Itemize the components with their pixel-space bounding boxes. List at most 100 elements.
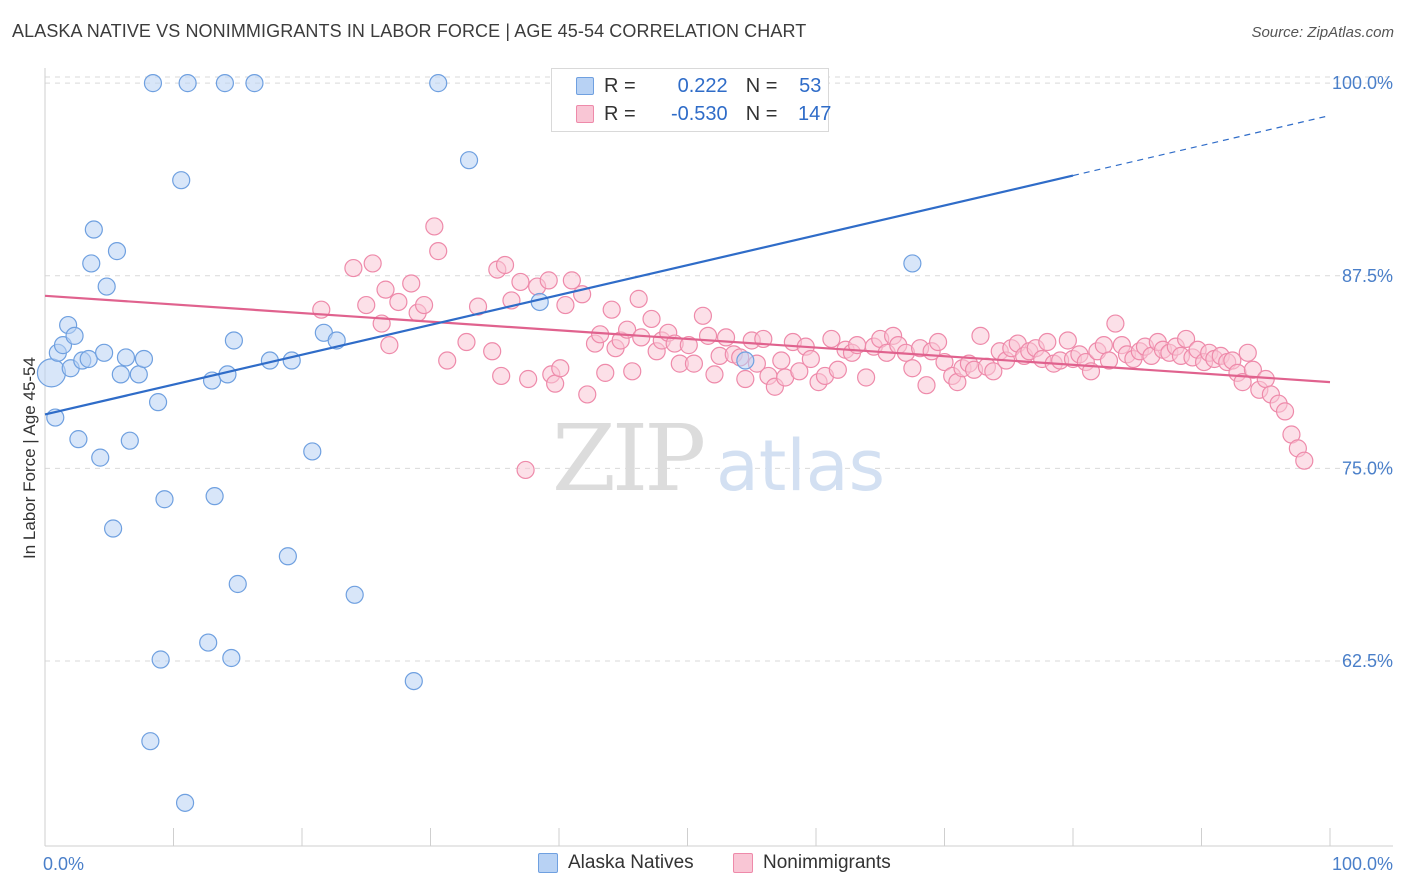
nonimmigrants-point	[632, 328, 651, 347]
nonimmigrants-point	[1099, 351, 1119, 370]
alaska-natives-point	[143, 74, 163, 93]
alaska-natives-point	[141, 732, 160, 751]
alaska-natives-point	[65, 326, 84, 345]
n-value: 147	[798, 102, 832, 125]
alaska-natives-point	[120, 431, 139, 450]
alaska-natives-point	[429, 74, 448, 93]
x-tick-label: 0.0%	[43, 854, 84, 874]
nonimmigrants-point	[380, 336, 399, 355]
nonimmigrants-point	[402, 274, 421, 293]
alaska-natives-point	[903, 254, 922, 273]
nonimmigrants-point	[414, 295, 434, 315]
nonimmigrants-point	[736, 369, 755, 389]
nonimmigrants-point	[772, 351, 791, 370]
n-label: N =	[745, 74, 778, 97]
nonimmigrants-point	[519, 369, 538, 389]
alaska-natives-point	[107, 242, 127, 261]
nonimmigrants-point	[551, 359, 570, 378]
nonimmigrants-point	[363, 254, 382, 273]
y-tick-label: 75.0%	[1342, 458, 1393, 478]
y-tick-label: 62.5%	[1342, 651, 1393, 671]
nonimmigrants-point	[562, 271, 581, 290]
nonimmigrants-point	[578, 385, 597, 404]
blue-swatch-icon	[538, 853, 558, 873]
nonimmigrants-point	[801, 349, 820, 369]
alaska-natives-point	[151, 650, 170, 669]
n-value: 53	[799, 74, 822, 97]
nonimmigrants-point	[828, 360, 847, 379]
nonimmigrants-point	[438, 351, 457, 370]
alaska-natives-point	[282, 351, 301, 370]
nonimmigrants-point	[679, 336, 698, 355]
nonimmigrants-point	[693, 306, 713, 325]
nonimmigrants-point	[376, 280, 395, 299]
alaska-natives-point	[116, 348, 136, 367]
tick-labels: 62.5% 75.0% 87.5% 100.0% 0.0% 100.0%	[43, 73, 1393, 874]
alaska-natives-points	[36, 74, 922, 812]
axes	[44, 68, 1393, 847]
nonimmigrants-point	[495, 255, 515, 275]
pink-swatch-icon	[576, 105, 594, 123]
alaska-natives-point	[79, 349, 98, 369]
x-tick-label: 100.0%	[1332, 854, 1393, 874]
nonimmigrants-point	[928, 332, 948, 352]
y-tick-label: 87.5%	[1342, 266, 1393, 286]
alaska-natives-trend-extension	[1072, 114, 1331, 177]
chart-title: ALASKA NATIVE VS NONIMMIGRANTS IN LABOR …	[12, 21, 807, 41]
nonimmigrants-trend-line	[44, 294, 1331, 384]
nonimmigrants-point	[468, 297, 488, 316]
n-label: N =	[745, 102, 778, 125]
y-axis-label: In Labor Force | Age 45-54	[20, 357, 39, 559]
nonimmigrants-point	[457, 332, 476, 352]
nonimmigrants-point	[516, 460, 535, 480]
alaska-natives-point	[91, 448, 110, 467]
watermark: ZIP atlas	[552, 405, 885, 512]
alaska-natives-point	[175, 793, 195, 812]
alaska-natives-point	[97, 277, 116, 296]
r-value: -0.530	[670, 102, 728, 125]
alaska-natives-point	[345, 585, 364, 604]
alaska-natives-point	[459, 151, 479, 170]
nonimmigrants-point	[1038, 332, 1057, 352]
alaska-natives-point	[199, 633, 218, 652]
nonimmigrants-point	[389, 292, 408, 312]
stats-row-alaska: R = 0.222 N = 53	[552, 72, 821, 100]
alaska-natives-point	[736, 351, 755, 370]
pink-swatch-icon	[733, 853, 753, 873]
alaska-natives-point	[205, 487, 224, 506]
alaska-natives-trend-line	[44, 174, 1074, 416]
alaska-natives-point	[278, 547, 297, 566]
blue-swatch-icon	[576, 77, 594, 95]
nonimmigrants-point	[1295, 451, 1314, 470]
nonimmigrants-point	[511, 272, 530, 292]
nonimmigrants-point	[984, 362, 1003, 381]
nonimmigrants-point	[429, 242, 448, 261]
alaska-natives-point	[178, 74, 197, 93]
alaska-natives-point	[36, 358, 67, 388]
nonimmigrants-point	[1094, 336, 1113, 355]
nonimmigrants-point	[344, 258, 363, 278]
alaska-natives-point	[303, 442, 322, 461]
nonimmigrants-point	[822, 329, 841, 349]
r-label: R =	[604, 102, 636, 125]
alaska-natives-point	[134, 349, 154, 369]
watermark-zip: ZIP	[552, 405, 703, 512]
alaska-natives-point	[95, 343, 114, 362]
legend-label: Alaska Natives	[568, 852, 694, 873]
nonimmigrants-point	[492, 366, 511, 386]
alaska-natives-point	[172, 171, 191, 190]
nonimmigrants-point	[596, 363, 615, 382]
nonimmigrants-point	[790, 362, 809, 381]
legend-nonimmigrants: Nonimmigrants	[733, 852, 891, 874]
nonimmigrants-point	[971, 326, 990, 345]
nonimmigrants-point	[935, 352, 954, 372]
nonimmigrants-point	[483, 342, 502, 361]
alaska-natives-point	[222, 648, 241, 668]
watermark-atlas: atlas	[716, 425, 885, 507]
alaska-natives-point	[82, 254, 101, 273]
alaska-natives-point	[104, 519, 123, 538]
nonimmigrants-point	[1106, 314, 1125, 333]
source-credit: Source: ZipAtlas.com	[1251, 24, 1394, 41]
alaska-natives-point	[111, 365, 130, 384]
